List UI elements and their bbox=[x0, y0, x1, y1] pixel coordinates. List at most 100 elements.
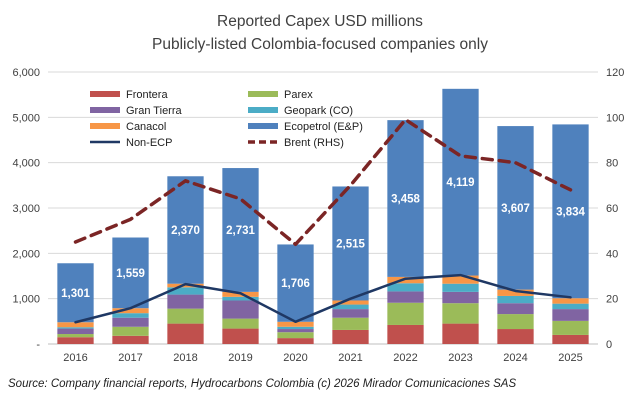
legend-label-non-ecp: Non-ECP bbox=[126, 137, 172, 149]
bar-gran-tierra bbox=[222, 300, 259, 319]
bar-parex bbox=[222, 318, 259, 329]
bar-geopark-co bbox=[442, 283, 479, 292]
x-tick-label: 2022 bbox=[393, 352, 417, 364]
bar-frontera bbox=[387, 324, 424, 344]
x-tick-label: 2023 bbox=[448, 352, 472, 364]
x-tick-label: 2017 bbox=[118, 352, 142, 364]
bar-geopark-co bbox=[387, 283, 424, 292]
legend-swatch-geopark-co bbox=[248, 107, 278, 113]
bar-ecopetrol-e-p bbox=[497, 126, 534, 290]
bar-gran-tierra bbox=[387, 291, 424, 303]
legend-swatch-frontera bbox=[90, 91, 120, 97]
x-tick-label: 2016 bbox=[63, 352, 87, 364]
bar-geopark-co bbox=[277, 326, 314, 330]
bar-frontera bbox=[222, 328, 259, 344]
legend-label-geopark-co: Geopark (CO) bbox=[284, 105, 353, 117]
data-label: 3,458 bbox=[391, 194, 420, 206]
legend-swatch-gran-tierra bbox=[90, 107, 120, 113]
bar-frontera bbox=[277, 338, 314, 344]
bar-gran-tierra bbox=[497, 303, 534, 315]
y-tick-label-left: 1,000 bbox=[12, 294, 40, 306]
bar-ecopetrol-e-p bbox=[277, 244, 314, 322]
data-label: 2,731 bbox=[226, 225, 255, 237]
data-label: 1,706 bbox=[281, 278, 310, 290]
legend-label-ecopetrol-e-p: Ecopetrol (E&P) bbox=[284, 121, 363, 133]
y-tick-label-left: 3,000 bbox=[12, 203, 40, 215]
lines bbox=[73, 117, 573, 324]
bar-parex bbox=[442, 303, 479, 324]
data-label: 1,301 bbox=[61, 288, 90, 300]
bar-canacol bbox=[387, 276, 424, 284]
data-label: 2,515 bbox=[336, 238, 365, 250]
bar-parex bbox=[112, 326, 149, 336]
bar-parex bbox=[277, 332, 314, 339]
bar-frontera bbox=[167, 323, 204, 344]
x-tick-label: 2025 bbox=[558, 352, 582, 364]
bar-canacol bbox=[442, 275, 479, 284]
y-tick-label-right: 40 bbox=[606, 248, 618, 260]
x-tick-label: 2019 bbox=[228, 352, 252, 364]
bar-parex bbox=[387, 302, 424, 325]
bar-canacol bbox=[57, 322, 94, 328]
bar-parex bbox=[497, 314, 534, 330]
bar-gran-tierra bbox=[57, 328, 94, 335]
legend-swatch-canacol bbox=[90, 123, 120, 129]
bar-ecopetrol-e-p bbox=[57, 263, 94, 323]
bar-frontera bbox=[552, 334, 589, 344]
bar-canacol bbox=[552, 298, 589, 304]
data-label: 4,119 bbox=[446, 177, 474, 189]
bar-canacol bbox=[112, 308, 149, 314]
bar-geopark-co bbox=[167, 287, 204, 295]
bar-geopark-co bbox=[222, 296, 259, 301]
bars bbox=[57, 88, 589, 344]
y-tick-label-left: 2,000 bbox=[12, 248, 40, 260]
bar-canacol bbox=[277, 321, 314, 327]
legend-swatch-parex bbox=[248, 91, 278, 97]
x-tick-label: 2021 bbox=[338, 352, 362, 364]
y-tick-label-right: 60 bbox=[606, 203, 618, 215]
bar-gran-tierra bbox=[442, 291, 479, 304]
legend-label-parex: Parex bbox=[284, 89, 313, 101]
y-tick-label-left: 5,000 bbox=[12, 112, 40, 124]
source-note: Source: Company financial reports, Hydro… bbox=[8, 378, 517, 390]
bar-canacol bbox=[332, 300, 369, 305]
y-tick-label-left: 4,000 bbox=[12, 158, 40, 170]
y-tick-label-left: 6,000 bbox=[12, 67, 40, 79]
y-tick-label-right: 120 bbox=[606, 67, 624, 79]
bar-ecopetrol-e-p bbox=[552, 124, 589, 299]
bar-parex bbox=[552, 320, 589, 335]
bar-parex bbox=[167, 308, 204, 324]
bar-ecopetrol-e-p bbox=[332, 186, 369, 301]
bar-geopark-co bbox=[112, 313, 149, 318]
legend-label-canacol: Canacol bbox=[126, 121, 166, 133]
bar-gran-tierra bbox=[167, 294, 204, 309]
line-non-ecp bbox=[74, 273, 572, 324]
y-tick-label-right: 0 bbox=[606, 339, 612, 351]
data-label: 2,370 bbox=[171, 225, 200, 237]
legend-label-brent-rhs: Brent (RHS) bbox=[284, 137, 344, 149]
bar-geopark-co bbox=[497, 295, 534, 304]
bar-frontera bbox=[442, 323, 479, 344]
bar-canacol bbox=[497, 289, 534, 296]
bar-ecopetrol-e-p bbox=[112, 237, 149, 309]
bar-geopark-co bbox=[552, 303, 589, 310]
bar-frontera bbox=[112, 335, 149, 344]
bar-ecopetrol-e-p bbox=[167, 176, 204, 284]
bar-geopark-co bbox=[332, 304, 369, 310]
y-tick-label-right: 20 bbox=[606, 294, 618, 306]
bar-ecopetrol-e-p bbox=[442, 88, 479, 276]
x-tick-label: 2018 bbox=[173, 352, 197, 364]
data-label: 3,834 bbox=[556, 206, 585, 218]
chart-subtitle: Publicly-listed Colombia-focused compani… bbox=[152, 36, 488, 53]
data-label: 1,559 bbox=[116, 268, 145, 280]
bar-ecopetrol-e-p bbox=[387, 120, 424, 277]
bar-gran-tierra bbox=[112, 317, 149, 327]
legend: Frontera Parex Gran Tierra Geopark (CO) Cana… bbox=[90, 89, 363, 149]
legend-label-frontera: Frontera bbox=[126, 89, 168, 101]
legend-label-gran-tierra: Gran Tierra bbox=[126, 105, 183, 117]
bar-frontera bbox=[332, 329, 369, 344]
data-labels: 1,301 1,559 2,370 2,731 1,706 2,515 3,458 4,119… bbox=[61, 177, 585, 300]
line-brent-rhs bbox=[73, 117, 573, 247]
data-label: 3,607 bbox=[501, 203, 530, 215]
